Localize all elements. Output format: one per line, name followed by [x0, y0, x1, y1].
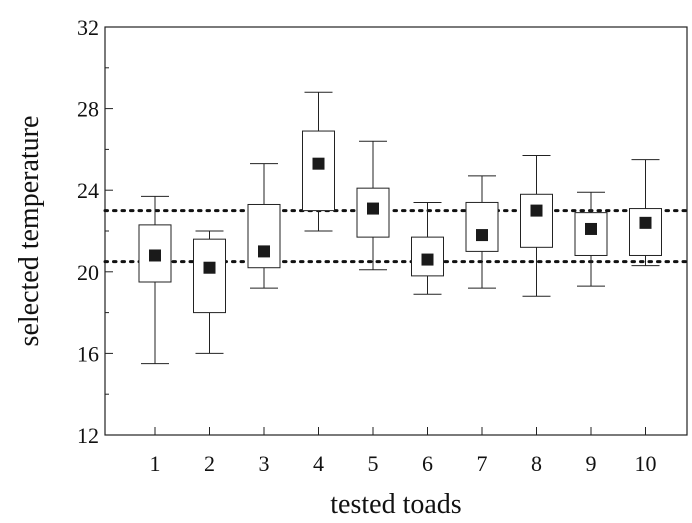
x-tick-label: 10 — [635, 451, 657, 476]
y-tick-label: 24 — [77, 178, 99, 203]
x-tick-label: 2 — [204, 451, 215, 476]
box-item — [247, 163, 281, 289]
box-rect — [520, 193, 553, 248]
mean-marker — [203, 261, 216, 274]
box-item — [411, 201, 444, 295]
mean-marker — [258, 245, 270, 258]
x-axis: 1 2 3 4 5 6 7 8 9 10 — [150, 427, 657, 476]
y-axis: 12 16 20 24 28 32 — [77, 15, 113, 448]
mean-marker — [476, 229, 488, 242]
x-tick-label: 1 — [150, 451, 161, 476]
mean-marker — [312, 157, 325, 170]
box-item — [520, 155, 553, 297]
y-tick-label: 16 — [77, 341, 99, 366]
x-tick-label: 6 — [422, 451, 433, 476]
box-item — [574, 191, 608, 287]
box-rect — [302, 130, 335, 212]
x-tick-label: 5 — [368, 451, 379, 476]
box-item — [302, 91, 335, 232]
box-item — [356, 140, 390, 271]
y-tick-label: 28 — [77, 97, 99, 122]
y-tick-label: 12 — [77, 423, 99, 448]
mean-marker — [585, 222, 597, 235]
mean-marker — [367, 202, 379, 215]
y-tick-label: 20 — [77, 260, 99, 285]
box-item — [193, 230, 226, 354]
y-tick-label: 32 — [77, 15, 99, 40]
x-tick-label: 3 — [259, 451, 270, 476]
box-item — [629, 159, 662, 267]
x-tick-label: 9 — [586, 451, 597, 476]
y-axis-label: selected temperature — [14, 116, 45, 347]
box-rect — [629, 208, 662, 256]
box-rect — [247, 203, 281, 269]
box-rect — [193, 238, 226, 314]
mean-marker — [639, 216, 652, 229]
box-item — [138, 195, 172, 365]
x-tick-label: 4 — [313, 451, 324, 476]
box-rect — [465, 201, 499, 252]
mean-marker — [421, 253, 434, 266]
box-series — [138, 91, 662, 365]
box-item — [465, 175, 499, 289]
x-tick-label: 8 — [531, 451, 542, 476]
mean-marker — [530, 204, 543, 217]
x-tick-label: 7 — [477, 451, 488, 476]
x-axis-label: tested toads — [330, 489, 461, 520]
mean-marker — [149, 249, 161, 262]
